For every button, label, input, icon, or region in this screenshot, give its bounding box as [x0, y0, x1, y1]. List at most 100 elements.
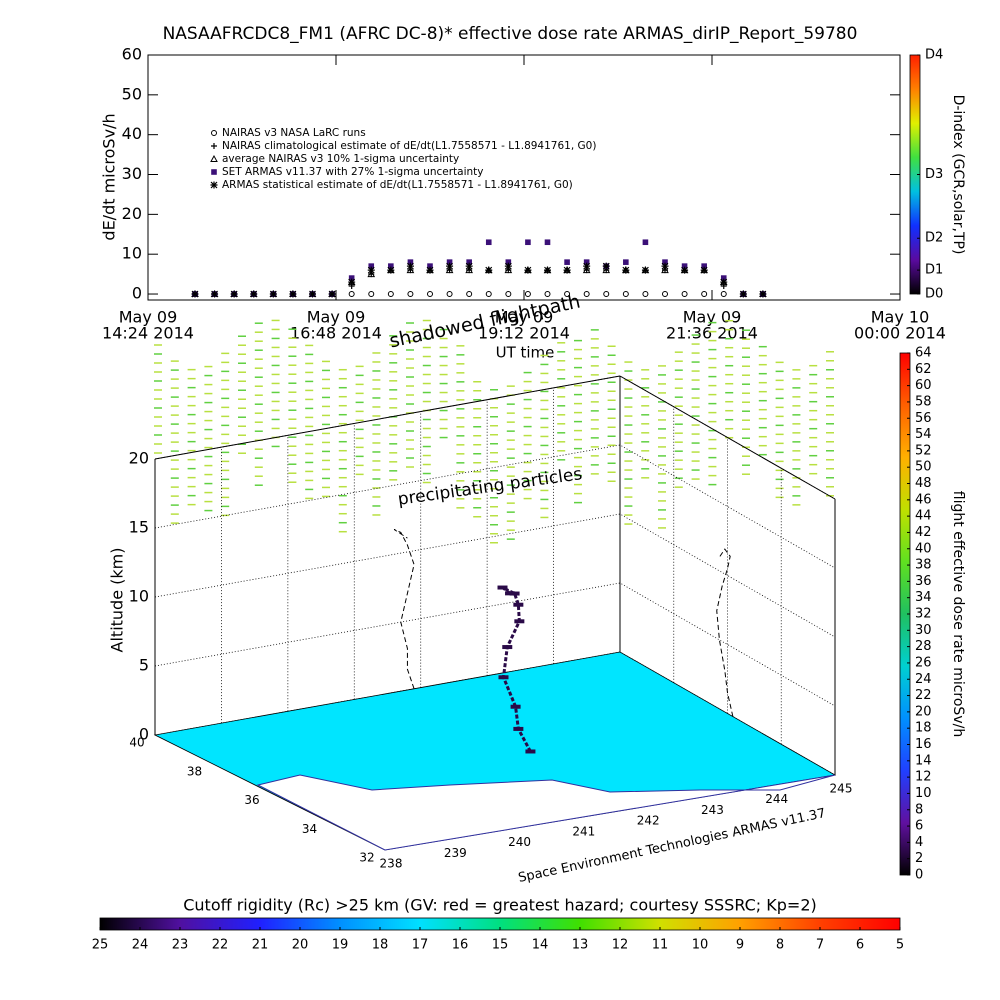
marker — [582, 266, 591, 274]
marker — [583, 262, 591, 270]
marker — [661, 266, 669, 274]
marker — [681, 263, 688, 269]
y-tick-label: 60 — [122, 45, 142, 64]
marker — [504, 266, 513, 274]
x-tick-label: 239 — [444, 846, 467, 860]
marker — [544, 291, 551, 298]
y-tick-label: 40 — [122, 124, 142, 143]
grid-line — [154, 513, 836, 638]
colorbar-tick-label: 44 — [915, 509, 932, 524]
colorbar-tick-label: 9 — [736, 938, 744, 953]
marker — [446, 291, 453, 298]
colorbar-tick-label: D2 — [925, 231, 943, 246]
marker — [701, 263, 707, 269]
z-tick-label: 5 — [139, 656, 149, 675]
marker — [564, 259, 570, 265]
marker — [446, 259, 453, 265]
marker — [446, 262, 454, 270]
colorbar-tick-label: 19 — [332, 938, 349, 953]
colorbar-tick-label: 28 — [915, 639, 932, 654]
y-tick-label: 50 — [122, 84, 142, 103]
legend-label: average NAIRAS v3 10% 1-sigma uncertaint… — [222, 153, 459, 165]
x-tick-label: May 09 — [307, 308, 366, 327]
chart-title: NASAAFRCDC8_FM1 (AFRC DC-8)* effective d… — [163, 24, 858, 44]
legend-marker — [211, 130, 217, 136]
x-tick-label: 242 — [637, 814, 660, 828]
legend-label: ARMAS statistical estimate of dE/dt(L1.7… — [222, 179, 573, 191]
colorbar-tick-label: 46 — [915, 492, 932, 507]
colorbar-tick-label: 32 — [915, 607, 932, 622]
colorbar-tick-label: 60 — [915, 378, 932, 393]
flight-point — [513, 726, 524, 731]
box-edge — [619, 375, 836, 500]
flight-point — [525, 749, 536, 754]
z-tick-label: 15 — [129, 518, 149, 537]
marker — [406, 262, 414, 270]
x-tick-label: May 09 — [119, 308, 178, 327]
marker — [720, 275, 727, 281]
colorbar-tick-label: 21 — [252, 938, 269, 953]
marker — [662, 291, 668, 298]
x-tick-label: 243 — [701, 803, 724, 817]
marker — [368, 291, 375, 298]
marker — [504, 262, 512, 270]
marker — [407, 291, 414, 298]
marker — [681, 291, 688, 298]
x-tick-label: 00:00 2014 — [854, 324, 946, 343]
colorbar-tick-label: 8 — [776, 938, 784, 953]
marker — [309, 290, 316, 298]
marker — [348, 278, 356, 286]
colorbar-tick-label: 17 — [412, 938, 429, 953]
marker — [642, 239, 649, 246]
colorbar-tick-label: 14 — [915, 753, 932, 768]
marker — [603, 291, 610, 298]
colorbar-label: D-index (GCR,solar,TP) — [950, 95, 966, 255]
colorbar-tick-label: 36 — [915, 574, 932, 589]
marker — [583, 259, 590, 265]
marker — [367, 270, 376, 278]
colorbar-tick-label: 16 — [452, 938, 469, 953]
marker — [563, 266, 571, 274]
colorbar-tick-label: 5 — [896, 938, 904, 953]
flight-point — [505, 591, 516, 596]
colorbar-tick-label: 10 — [692, 938, 709, 953]
marker — [602, 262, 610, 270]
marker — [191, 290, 199, 298]
x-tick-label: 240 — [508, 835, 531, 849]
colorbar-tick-label: D3 — [925, 167, 943, 182]
legend-marker — [211, 143, 217, 149]
marker — [387, 266, 395, 274]
z-tick-label: 0 — [139, 725, 149, 744]
colorbar-tick-label: D4 — [925, 48, 943, 63]
legend-label: NAIRAS v3 NASA LaRC runs — [222, 127, 366, 139]
colorbar-tick-label: 0 — [915, 868, 923, 883]
marker — [720, 278, 728, 286]
colorbar-tick-label: 62 — [915, 362, 932, 377]
marker — [622, 291, 629, 298]
marker — [739, 290, 747, 298]
marker — [623, 259, 629, 265]
marker — [387, 291, 394, 298]
y-tick-label: 36 — [244, 793, 259, 807]
colorbar-tick-label: 56 — [915, 411, 932, 426]
marker — [427, 291, 433, 298]
flight-point — [502, 645, 513, 650]
y-tick-label: 32 — [359, 851, 374, 865]
flight-point — [514, 619, 525, 624]
colorbar-tick-label: 23 — [172, 938, 189, 953]
colorbar-tick-label: 25 — [92, 938, 109, 953]
marker — [328, 290, 336, 298]
marker — [466, 291, 473, 298]
x-tick-label: May 09 — [683, 308, 742, 327]
colorbar-tick-label: 64 — [915, 346, 932, 361]
marker — [485, 239, 492, 246]
colorbar-tick-label: 4 — [915, 835, 923, 850]
colorbar-tick-label: 22 — [212, 938, 229, 953]
marker — [407, 259, 414, 265]
marker — [348, 275, 355, 281]
colorbar-tick-label: 52 — [915, 443, 932, 458]
x-tick-label: 19:12 2014 — [478, 324, 570, 343]
y-tick-label: 0 — [132, 284, 142, 303]
y-tick-label: 38 — [187, 764, 202, 778]
